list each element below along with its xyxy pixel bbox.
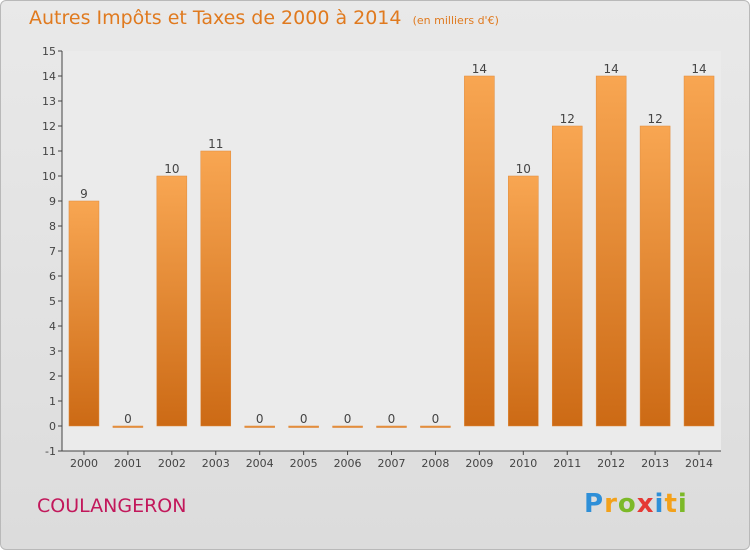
bar-value-label: 9 xyxy=(80,187,88,201)
bar xyxy=(376,425,407,428)
bar xyxy=(420,425,451,428)
bar xyxy=(112,425,144,428)
y-tick-label: 3 xyxy=(49,345,56,358)
y-tick-label: 4 xyxy=(49,320,56,333)
bar xyxy=(288,425,319,428)
y-tick-label: 2 xyxy=(49,370,56,383)
x-tick-label: 2007 xyxy=(378,457,406,470)
bar-value-label: 10 xyxy=(164,162,179,176)
commune-name: COULANGERON xyxy=(37,495,187,517)
x-tick-label: 2008 xyxy=(421,457,449,470)
y-tick-label: 5 xyxy=(49,295,56,308)
y-tick-label: -1 xyxy=(45,445,56,458)
y-tick-label: 1 xyxy=(49,395,56,408)
y-tick-label: 7 xyxy=(49,245,56,258)
x-tick-label: 2010 xyxy=(509,457,537,470)
bar xyxy=(595,75,627,427)
bar xyxy=(200,150,232,427)
y-tick-label: 15 xyxy=(42,45,56,58)
bar xyxy=(683,75,715,427)
x-tick-label: 2002 xyxy=(158,457,186,470)
bar xyxy=(551,125,583,427)
bar xyxy=(639,125,671,427)
bar xyxy=(244,425,275,428)
bar-value-label: 14 xyxy=(604,62,619,76)
x-tick-label: 2011 xyxy=(553,457,581,470)
y-tick-label: 13 xyxy=(42,95,56,108)
y-tick-label: 0 xyxy=(49,420,56,433)
bar-value-label: 0 xyxy=(256,412,264,426)
y-tick-label: 12 xyxy=(42,120,56,133)
chart-subtitle: (en milliers d'€) xyxy=(412,14,499,27)
bar-value-label: 12 xyxy=(560,112,575,126)
x-tick-label: 2005 xyxy=(290,457,318,470)
bar-value-label: 14 xyxy=(691,62,706,76)
bar-value-label: 0 xyxy=(388,412,396,426)
bar xyxy=(464,75,495,427)
bar xyxy=(508,175,539,427)
bar-value-label: 0 xyxy=(300,412,308,426)
x-tick-label: 2003 xyxy=(202,457,230,470)
bar-value-label: 11 xyxy=(208,137,223,151)
chart-title: Autres Impôts et Taxes de 2000 à 2014 xyxy=(29,7,402,29)
x-tick-label: 2001 xyxy=(114,457,142,470)
y-tick-label: 6 xyxy=(49,270,56,283)
y-tick-label: 10 xyxy=(42,170,56,183)
x-tick-label: 2006 xyxy=(334,457,362,470)
bar-value-label: 0 xyxy=(344,412,352,426)
bar xyxy=(156,175,188,427)
y-tick-label: 11 xyxy=(42,145,56,158)
x-tick-label: 2000 xyxy=(70,457,98,470)
bar-value-label: 10 xyxy=(516,162,531,176)
y-tick-label: 8 xyxy=(49,220,56,233)
x-tick-label: 2009 xyxy=(465,457,493,470)
bar-value-label: 0 xyxy=(124,412,132,426)
bar xyxy=(68,200,100,427)
x-tick-label: 2014 xyxy=(685,457,713,470)
chart-title-area: Autres Impôts et Taxes de 2000 à 2014 (e… xyxy=(29,7,499,29)
x-tick-label: 2004 xyxy=(246,457,274,470)
y-tick-label: 9 xyxy=(49,195,56,208)
bar-value-label: 12 xyxy=(647,112,662,126)
bar-value-label: 0 xyxy=(432,412,440,426)
bar-value-label: 14 xyxy=(472,62,487,76)
proxiti-logo: Proxiti xyxy=(584,489,688,519)
x-tick-label: 2012 xyxy=(597,457,625,470)
x-tick-label: 2013 xyxy=(641,457,669,470)
bar xyxy=(332,425,363,428)
y-tick-label: 14 xyxy=(42,70,56,83)
